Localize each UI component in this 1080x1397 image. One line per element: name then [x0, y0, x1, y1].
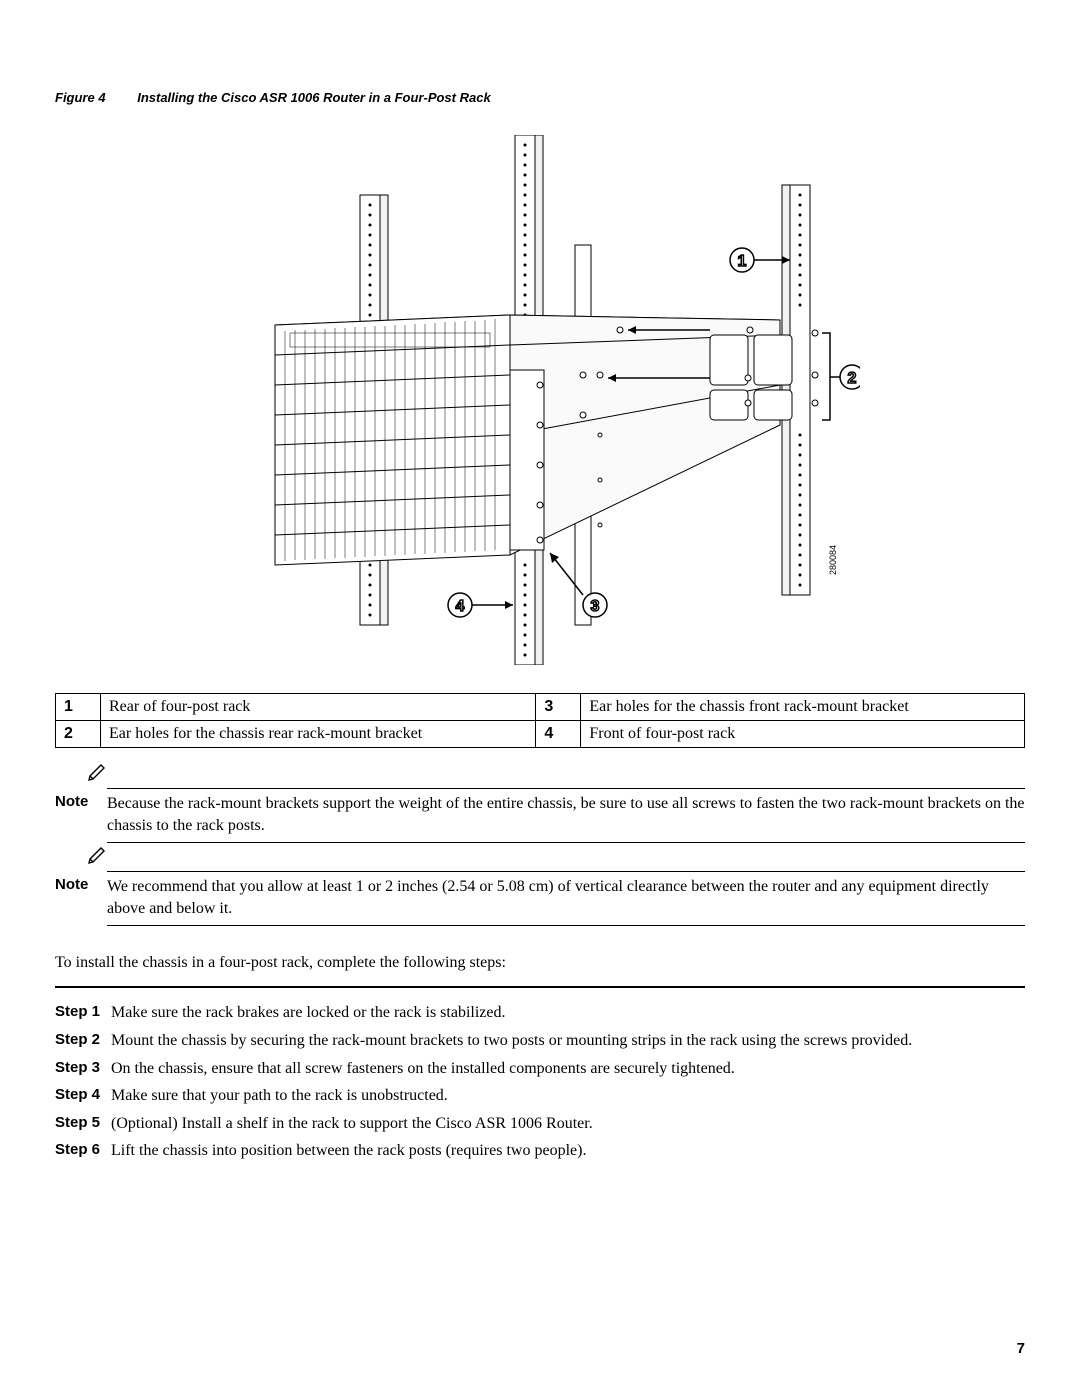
- callout-2: 2: [848, 370, 857, 387]
- figure-diagram: 1 2 3: [220, 135, 860, 665]
- page: Figure 4 Installing the Cisco ASR 1006 R…: [0, 0, 1080, 1397]
- figure-caption: Figure 4 Installing the Cisco ASR 1006 R…: [55, 90, 1025, 105]
- step-text: Make sure that your path to the rack is …: [111, 1085, 1025, 1107]
- legend-desc: Front of four-post rack: [581, 721, 1025, 748]
- figure-legend-table: 1 Rear of four-post rack 3 Ear holes for…: [55, 693, 1025, 748]
- note-text: Because the rack-mount brackets support …: [107, 793, 1025, 836]
- legend-num: 2: [56, 721, 101, 748]
- callout-1: 1: [738, 253, 747, 270]
- note-label: Note: [55, 876, 107, 893]
- legend-num: 3: [536, 694, 581, 721]
- step-row: Step 6 Lift the chassis into position be…: [55, 1140, 1025, 1162]
- step-label: Step 5: [55, 1113, 111, 1133]
- page-number: 7: [1017, 1340, 1025, 1357]
- step-row: Step 3 On the chassis, ensure that all s…: [55, 1058, 1025, 1080]
- step-text: Make sure the rack brakes are locked or …: [111, 1002, 1025, 1024]
- callout-4: 4: [456, 598, 465, 615]
- pencil-icon: [87, 762, 107, 787]
- legend-desc: Rear of four-post rack: [101, 694, 536, 721]
- callout-3: 3: [591, 598, 600, 615]
- note-label: Note: [55, 793, 107, 810]
- table-row: 1 Rear of four-post rack 3 Ear holes for…: [56, 694, 1025, 721]
- diagram-code: 280084: [828, 545, 838, 575]
- intro-text: To install the chassis in a four-post ra…: [55, 954, 1025, 972]
- legend-desc: Ear holes for the chassis rear rack-moun…: [101, 721, 536, 748]
- legend-num: 1: [56, 694, 101, 721]
- step-text: (Optional) Install a shelf in the rack t…: [111, 1113, 1025, 1135]
- legend-desc: Ear holes for the chassis front rack-mou…: [581, 694, 1025, 721]
- steps-divider: [55, 986, 1025, 988]
- legend-num: 4: [536, 721, 581, 748]
- step-row: Step 1 Make sure the rack brakes are loc…: [55, 1002, 1025, 1024]
- note-block: Note Because the rack-mount brackets sup…: [55, 788, 1025, 843]
- note-text: We recommend that you allow at least 1 o…: [107, 876, 1025, 919]
- step-label: Step 3: [55, 1058, 111, 1078]
- step-row: Step 4 Make sure that your path to the r…: [55, 1085, 1025, 1107]
- step-row: Step 2 Mount the chassis by securing the…: [55, 1030, 1025, 1052]
- step-text: On the chassis, ensure that all screw fa…: [111, 1058, 1025, 1080]
- figure-title: Installing the Cisco ASR 1006 Router in …: [137, 90, 490, 105]
- pencil-icon: [87, 845, 107, 870]
- step-label: Step 6: [55, 1140, 111, 1160]
- steps-list: Step 1 Make sure the rack brakes are loc…: [55, 1002, 1025, 1162]
- table-row: 2 Ear holes for the chassis rear rack-mo…: [56, 721, 1025, 748]
- step-text: Mount the chassis by securing the rack-m…: [111, 1030, 1025, 1052]
- step-label: Step 2: [55, 1030, 111, 1050]
- figure-diagram-container: 1 2 3: [55, 135, 1025, 665]
- step-label: Step 4: [55, 1085, 111, 1105]
- note-block: Note We recommend that you allow at leas…: [55, 871, 1025, 926]
- step-row: Step 5 (Optional) Install a shelf in the…: [55, 1113, 1025, 1135]
- step-text: Lift the chassis into position between t…: [111, 1140, 1025, 1162]
- figure-label: Figure 4: [55, 90, 106, 105]
- step-label: Step 1: [55, 1002, 111, 1022]
